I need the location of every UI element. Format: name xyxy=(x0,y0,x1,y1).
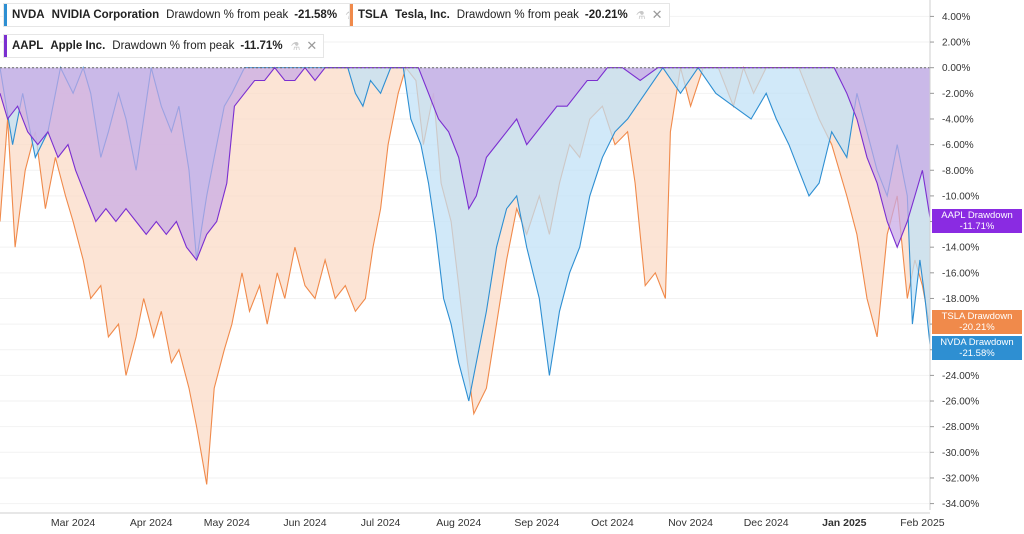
end-label-nvda: NVDA Drawdown -21.58% xyxy=(932,336,1022,360)
settings-icon[interactable]: ⚗ xyxy=(635,9,646,22)
legend-aapl-metric: Drawdown % from peak xyxy=(112,40,235,52)
y-tick-label: 0.00% xyxy=(942,63,970,74)
end-label-aapl: AAPL Drawdown -11.71% xyxy=(932,209,1022,233)
y-tick-label: -28.00% xyxy=(942,422,979,433)
y-tick-label: -2.00% xyxy=(942,89,974,100)
legend-nvda-symbol: NVDA xyxy=(12,9,45,21)
series-areas xyxy=(0,65,931,485)
y-tick-label: 4.00% xyxy=(942,12,970,23)
legend-tsla-name: Tesla, Inc. xyxy=(395,9,450,21)
y-tick-label: -34.00% xyxy=(942,499,979,510)
x-tick-label: Feb 2025 xyxy=(900,517,945,529)
end-label-tsla: TSLA Drawdown -20.21% xyxy=(932,310,1022,334)
series-area-aapl xyxy=(0,67,930,260)
x-tick-label: Jan 2025 xyxy=(822,517,867,529)
legend-nvda-metric: Drawdown % from peak xyxy=(166,9,289,21)
x-tick-label: Apr 2024 xyxy=(130,517,173,529)
y-tick-label: -6.00% xyxy=(942,140,974,151)
y-tick-label: 2.00% xyxy=(942,38,970,49)
y-tick-label: -8.00% xyxy=(942,166,974,177)
y-tick-label: -24.00% xyxy=(942,371,979,382)
series-area-nvda xyxy=(0,67,930,401)
y-tick-label: -30.00% xyxy=(942,448,979,459)
x-tick-label: Nov 2024 xyxy=(668,517,713,529)
close-icon[interactable]: ✕ xyxy=(306,38,318,53)
x-tick-label: Oct 2024 xyxy=(591,517,634,529)
legend-tsla-metric: Drawdown % from peak xyxy=(456,9,579,21)
legend-nvda[interactable]: NVDA NVIDIA Corporation Drawdown % from … xyxy=(3,3,379,27)
legend-nvda-name: NVIDIA Corporation xyxy=(51,9,160,21)
y-tick-label: -10.00% xyxy=(942,191,979,202)
x-tick-label: Dec 2024 xyxy=(744,517,789,529)
x-tick-label: May 2024 xyxy=(204,517,250,529)
legend-tsla-symbol: TSLA xyxy=(358,9,389,21)
y-tick-label: -4.00% xyxy=(942,114,974,125)
y-tick-label: -14.00% xyxy=(942,243,979,254)
y-tick-label: -26.00% xyxy=(942,397,979,408)
settings-icon[interactable]: ⚗ xyxy=(290,40,301,53)
x-tick-label: Jun 2024 xyxy=(283,517,326,529)
close-icon[interactable]: ✕ xyxy=(651,7,663,22)
legend-aapl[interactable]: AAPL Apple Inc. Drawdown % from peak -11… xyxy=(3,34,325,58)
end-label-nvda-title: NVDA Drawdown xyxy=(940,337,1014,348)
end-label-aapl-title: AAPL Drawdown xyxy=(941,210,1013,221)
legend-aapl-swatch xyxy=(4,35,7,57)
end-label-nvda-value: -21.58% xyxy=(959,348,995,359)
legend-nvda-swatch xyxy=(4,4,7,26)
legend-aapl-name: Apple Inc. xyxy=(50,40,106,52)
x-tick-label: Mar 2024 xyxy=(51,517,96,529)
legend-tsla-swatch xyxy=(350,4,353,26)
end-label-aapl-value: -11.71% xyxy=(959,221,995,232)
x-tick-label: Jul 2024 xyxy=(361,517,401,529)
y-tick-label: -18.00% xyxy=(942,294,979,305)
legend-tsla[interactable]: TSLA Tesla, Inc. Drawdown % from peak -2… xyxy=(349,3,670,27)
legend-aapl-value: -11.71% xyxy=(240,40,283,52)
legend-aapl-symbol: AAPL xyxy=(12,40,44,52)
legend-nvda-value: -21.58% xyxy=(294,9,338,21)
y-tick-label: -32.00% xyxy=(942,473,979,484)
y-tick-label: -16.00% xyxy=(942,268,979,279)
x-tick-label: Aug 2024 xyxy=(436,517,481,529)
y-axis-ticks: 4.00% 2.00% 0.00% -2.00% -4.00% -6.00% -8.00% -… xyxy=(930,12,979,510)
end-label-tsla-value: -20.21% xyxy=(959,322,995,333)
legend-tsla-value: -20.21% xyxy=(584,9,628,21)
x-axis-ticks: Mar 2024 Apr 2024 May 2024 Jun 2024 Jul 2024… xyxy=(51,517,945,529)
end-label-tsla-title: TSLA Drawdown xyxy=(941,311,1013,322)
x-tick-label: Sep 2024 xyxy=(514,517,559,529)
